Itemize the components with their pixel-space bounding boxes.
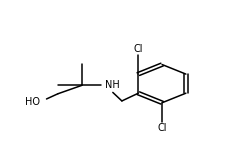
Text: NH: NH xyxy=(105,80,120,90)
Text: Cl: Cl xyxy=(157,123,167,133)
Text: Cl: Cl xyxy=(134,44,143,54)
Text: HO: HO xyxy=(25,97,40,107)
